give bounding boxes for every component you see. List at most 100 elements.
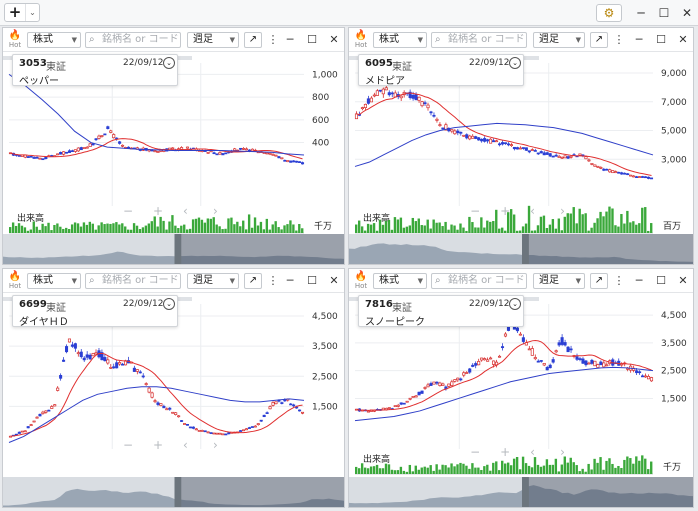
zoom-out-button[interactable]: − xyxy=(470,204,480,218)
volume-unit-label: 千万 xyxy=(314,221,332,232)
period-select[interactable]: 週足 ▼ xyxy=(187,32,239,48)
hot-button[interactable]: 🔥 Hot xyxy=(7,30,23,49)
volume-bar xyxy=(533,457,537,474)
volume-bar xyxy=(41,223,44,233)
volume-bar xyxy=(218,226,221,233)
scroll-right-button[interactable]: › xyxy=(560,204,565,218)
hot-button[interactable]: 🔥 Hot xyxy=(353,271,369,290)
panel-maximize-button[interactable]: ☐ xyxy=(656,274,666,287)
asset-type-select[interactable]: 株式 ▼ xyxy=(373,273,427,289)
popout-button[interactable]: ↗ xyxy=(590,32,608,48)
candle-body xyxy=(280,157,284,160)
window-close-button[interactable]: ✕ xyxy=(681,6,693,20)
popout-button[interactable]: ↗ xyxy=(244,32,262,48)
volume-bar xyxy=(617,465,620,474)
chevron-down-icon[interactable]: ⌄ xyxy=(163,298,175,310)
panel-close-button[interactable]: ✕ xyxy=(678,274,688,287)
overview-handle[interactable] xyxy=(174,477,182,508)
window-minimize-button[interactable]: ─ xyxy=(637,6,645,20)
period-select[interactable]: 週足 ▼ xyxy=(187,273,239,289)
volume-bar xyxy=(566,213,569,233)
volume-bar xyxy=(569,457,572,474)
price-chart[interactable]: 9,0007,0005,0003,000出来高百万−+‹›21/07/0522/… xyxy=(349,53,694,265)
candle-body xyxy=(477,137,481,141)
candle-body xyxy=(587,159,591,162)
zoom-out-button[interactable]: − xyxy=(123,204,133,218)
symbol-search-input[interactable]: ⌕ 銘柄名 or コード xyxy=(431,32,527,48)
chevron-down-icon[interactable]: ⌄ xyxy=(509,298,521,310)
hot-button[interactable]: 🔥 Hot xyxy=(7,271,23,290)
scroll-left-button[interactable]: ‹ xyxy=(183,204,188,218)
candle-body xyxy=(76,147,80,152)
price-chart[interactable]: 4,5003,5002,5001,500出来高千万−+‹›21/07/0522/… xyxy=(349,294,694,508)
volume-bar xyxy=(393,217,397,233)
period-select[interactable]: 週足 ▼ xyxy=(533,273,585,289)
chevron-down-icon[interactable]: ⌄ xyxy=(163,57,175,69)
overview-handle[interactable] xyxy=(174,234,182,265)
zoom-in-button[interactable]: + xyxy=(500,204,510,218)
more-menu-icon[interactable]: ⋮ xyxy=(613,274,625,287)
volume-bar xyxy=(515,456,519,474)
scroll-left-button[interactable]: ‹ xyxy=(530,204,535,218)
panel-maximize-button[interactable]: ☐ xyxy=(307,33,317,46)
popout-button[interactable]: ↗ xyxy=(590,273,608,289)
overview-window[interactable] xyxy=(181,234,345,265)
candle-body xyxy=(503,333,508,337)
symbol-search-input[interactable]: ⌕ 銘柄名 or コード xyxy=(431,273,527,289)
scroll-right-button[interactable]: › xyxy=(213,204,218,218)
panel-minimize-button[interactable]: ─ xyxy=(635,274,643,287)
more-menu-icon[interactable]: ⋮ xyxy=(613,33,625,46)
candle-body xyxy=(366,410,370,413)
scroll-right-button[interactable]: › xyxy=(560,445,565,459)
overview-handle[interactable] xyxy=(522,234,529,265)
volume-bar xyxy=(239,226,242,233)
overview-window[interactable] xyxy=(528,477,694,508)
zoom-in-button[interactable]: + xyxy=(153,438,163,452)
more-menu-icon[interactable]: ⋮ xyxy=(267,274,279,287)
candle-body xyxy=(560,337,564,345)
overview-handle[interactable] xyxy=(522,477,529,508)
panel-maximize-button[interactable]: ☐ xyxy=(307,274,317,287)
asset-type-select[interactable]: 株式 ▼ xyxy=(373,32,427,48)
zoom-out-button[interactable]: − xyxy=(470,445,480,459)
period-select[interactable]: 週足 ▼ xyxy=(533,32,585,48)
window-maximize-button[interactable]: ☐ xyxy=(658,6,670,20)
symbol-search-input[interactable]: ⌕ 銘柄名 or コード xyxy=(85,273,181,289)
scroll-right-button[interactable]: › xyxy=(213,438,218,452)
plus-icon[interactable]: + xyxy=(8,3,22,21)
panel-minimize-button[interactable]: ─ xyxy=(286,274,294,287)
chevron-down-icon[interactable]: ⌄ xyxy=(25,4,39,21)
chevron-down-icon[interactable]: ⌄ xyxy=(509,57,521,69)
volume-bar xyxy=(224,228,227,233)
volume-bar xyxy=(56,223,59,233)
more-menu-icon[interactable]: ⋮ xyxy=(267,33,279,46)
overview-window[interactable] xyxy=(528,234,694,265)
panel-close-button[interactable]: ✕ xyxy=(678,33,688,46)
asset-type-select[interactable]: 株式 ▼ xyxy=(27,32,81,48)
volume-bar xyxy=(504,230,507,233)
candle-body xyxy=(578,153,582,156)
symbol-search-input[interactable]: ⌕ 銘柄名 or コード xyxy=(85,32,181,48)
add-panel-button[interactable]: + ⌄ xyxy=(4,3,40,22)
candle-body xyxy=(180,420,184,422)
candle-body xyxy=(518,147,522,150)
zoom-out-button[interactable]: − xyxy=(123,438,133,452)
zoom-in-button[interactable]: + xyxy=(500,445,510,459)
overview-window[interactable] xyxy=(181,477,345,508)
zoom-in-button[interactable]: + xyxy=(153,204,163,218)
panel-close-button[interactable]: ✕ xyxy=(329,274,339,287)
candle-body xyxy=(641,176,645,178)
gear-icon[interactable]: ⚙ xyxy=(596,4,622,22)
panel-maximize-button[interactable]: ☐ xyxy=(656,33,666,46)
scroll-left-button[interactable]: ‹ xyxy=(530,445,535,459)
panel-close-button[interactable]: ✕ xyxy=(329,33,339,46)
panel-minimize-button[interactable]: ─ xyxy=(635,33,643,46)
panel-minimize-button[interactable]: ─ xyxy=(286,33,294,46)
hot-button[interactable]: 🔥 Hot xyxy=(353,30,369,49)
popout-button[interactable]: ↗ xyxy=(244,273,262,289)
scroll-left-button[interactable]: ‹ xyxy=(183,438,188,452)
asset-type-select[interactable]: 株式 ▼ xyxy=(27,273,81,289)
candle-body xyxy=(274,154,278,157)
